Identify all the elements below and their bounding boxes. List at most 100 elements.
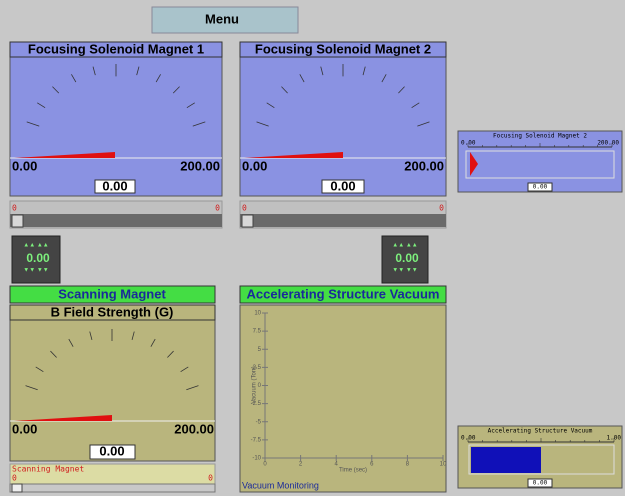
slider-title: Scanning Magnet	[12, 465, 84, 474]
mini-meter: Focusing Solenoid Magnet 2 0.00 200.00 0…	[457, 130, 623, 193]
gauge-min: 0.00	[12, 421, 37, 436]
value-box	[89, 444, 136, 460]
down-arrows[interactable]: ▼▼ ▼▼	[392, 268, 417, 274]
dial-tick	[172, 86, 180, 94]
gauge-value: 0.00	[330, 178, 355, 193]
mini-meter: Accelerating Structure Vacuum 0.00 1.00 …	[457, 425, 623, 489]
dial-tick	[192, 121, 206, 127]
slider-max: 0	[439, 204, 444, 213]
y-tick-label: -5	[256, 419, 262, 425]
slider-knob[interactable]	[11, 214, 24, 228]
dial-tick	[167, 350, 174, 358]
mini-value: 0.00	[533, 184, 548, 191]
plot-panel: Vacuum (Torr) Time (sec) Vacuum Monitori…	[239, 304, 447, 493]
y-tick-label: -7.5	[251, 437, 262, 443]
dial-tick	[299, 74, 305, 83]
spinner[interactable]: ▲▲ ▲▲ 0.00 ▼▼ ▼▼	[381, 235, 429, 284]
x-tick-label: 2	[299, 462, 303, 468]
spinner-value: 0.00	[26, 251, 50, 265]
needle	[14, 152, 115, 158]
mini-value: 0.00	[533, 480, 548, 487]
x-tick-label: 0	[263, 462, 267, 468]
dial-tick	[92, 66, 96, 76]
gauge-min: 0.00	[242, 158, 267, 173]
dial-tick	[131, 331, 135, 341]
slider-max: 0	[215, 204, 220, 213]
y-tick-label: 7.5	[253, 329, 262, 335]
gauge-title: B Field Strength (G)	[51, 304, 174, 319]
gauge-max: 200.00	[180, 158, 220, 173]
slider-knob[interactable]	[11, 483, 23, 493]
slider-min: 0	[12, 204, 17, 213]
slider-min: 0	[242, 204, 247, 213]
dial-tick	[25, 385, 38, 391]
up-arrows[interactable]: ▲▲ ▲▲	[392, 243, 417, 249]
up-arrows[interactable]: ▲▲ ▲▲	[23, 243, 48, 249]
header: Accelerating Structure Vacuum	[247, 286, 440, 301]
gauge-title: Focusing Solenoid Magnet 2	[255, 41, 431, 56]
dial-tick	[150, 338, 156, 347]
dial-tick	[155, 74, 161, 83]
slider-track[interactable]	[9, 483, 216, 493]
y-axis-label: Vacuum (Torr)	[252, 366, 258, 404]
dial-tick	[362, 66, 366, 76]
x-tick-label: 8	[406, 462, 410, 468]
spinner-box	[11, 235, 61, 284]
mini-title: Accelerating Structure Vacuum	[488, 428, 593, 435]
dial-tick	[320, 66, 324, 76]
spinner[interactable]: ▲▲ ▲▲ 0.00 ▼▼ ▼▼	[11, 235, 61, 284]
slider-max: 0	[208, 474, 213, 483]
mini-max: 200.00	[597, 140, 619, 147]
bar-frame	[465, 150, 615, 179]
title-bar	[9, 41, 223, 58]
dial-tick	[136, 66, 140, 76]
dial-tick	[26, 121, 40, 127]
gauge-title: Focusing Solenoid Magnet 1	[28, 41, 204, 56]
gauge-value: 0.00	[99, 443, 124, 458]
x-tick-label: 10	[440, 462, 447, 468]
gauge-max: 200.00	[174, 421, 214, 436]
dial-tick	[50, 350, 57, 358]
slider[interactable]: Scanning Magnet 0 0	[9, 463, 216, 493]
down-arrows[interactable]: ▼▼ ▼▼	[23, 268, 48, 274]
slider[interactable]: 0 0	[239, 200, 447, 229]
y-tick-label: 2.5	[253, 365, 262, 371]
x-tick-label: 4	[335, 462, 339, 468]
menu-button[interactable]	[151, 6, 299, 34]
y-tick-label: -2.5	[251, 401, 262, 407]
dial-tick	[35, 366, 44, 373]
needle	[244, 152, 343, 158]
dial-tick	[381, 74, 387, 83]
slider[interactable]: 0 0	[9, 200, 223, 229]
panel	[457, 130, 623, 193]
menu-label[interactable]: Menu	[205, 11, 239, 26]
level-bar	[471, 447, 541, 473]
needle	[14, 415, 112, 421]
gauge-max: 200.00	[404, 158, 444, 173]
indicator	[470, 152, 478, 176]
y-tick-label: 10	[254, 311, 261, 317]
dial-tick	[186, 102, 195, 109]
slider-track[interactable]	[10, 214, 222, 227]
gauge-min: 0.00	[12, 158, 37, 173]
header: Scanning Magnet	[58, 286, 166, 301]
y-tick-label: -10	[252, 456, 261, 462]
dial-tick	[266, 102, 275, 109]
dial-tick	[71, 74, 77, 83]
slider-knob[interactable]	[241, 214, 254, 228]
panel	[9, 304, 216, 462]
dial-tick	[52, 86, 60, 94]
slider-track[interactable]	[240, 214, 446, 227]
dial-tick	[398, 86, 405, 94]
spinner-value: 0.00	[395, 251, 419, 265]
dial-tick	[411, 102, 420, 109]
bar-frame	[468, 444, 615, 475]
value-box	[321, 179, 365, 194]
y-tick-label: 5	[258, 347, 262, 353]
y-tick-label: 0	[258, 383, 262, 389]
dial-tick	[256, 121, 269, 127]
x-tick-label: 6	[370, 462, 374, 468]
value-box	[94, 179, 136, 194]
mini-min: 0.00	[461, 435, 476, 442]
